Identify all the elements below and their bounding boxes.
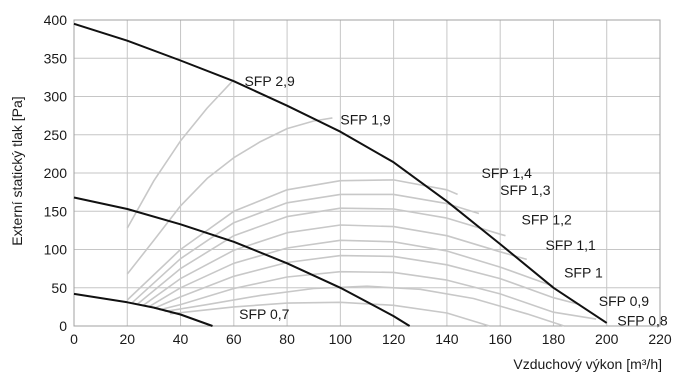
fan-curve-0 [73, 22, 608, 324]
fan-curve-2 [73, 292, 213, 327]
sfp-label-3: SFP 1,3 [500, 182, 551, 198]
sfp-label-5: SFP 1,1 [545, 237, 596, 253]
y-tick-3: 150 [44, 203, 68, 219]
y-axis-label: Externí statický tlak [Pa] [9, 96, 25, 245]
sfp-label-7: SFP 0,9 [599, 293, 650, 309]
sfp-label-1: SFP 1,9 [340, 111, 391, 127]
sfp-label-10: SFP 0,7 [239, 306, 290, 322]
y-tick-labels: 0 50 100 150 200 250 300 350 400 [44, 12, 68, 334]
x-tick-0: 0 [70, 331, 78, 347]
fan-curves [73, 22, 608, 327]
sfp-curve-7 [153, 254, 581, 310]
x-tick-8: 160 [489, 331, 513, 347]
y-tick-7: 350 [44, 50, 68, 66]
y-tick-2: 100 [44, 242, 68, 258]
sfp-curve-6 [148, 239, 554, 308]
y-tick-4: 200 [44, 165, 68, 181]
x-tick-3: 60 [226, 331, 242, 347]
x-tick-labels: 0 20 40 60 80 100 120 140 160 180 200 220 [70, 331, 672, 347]
sfp-label-6: SFP 1 [564, 264, 603, 280]
sfp-curve-8 [159, 270, 597, 320]
x-tick-7: 140 [435, 331, 459, 347]
sfp-label-8: SFP 0,8 [617, 313, 668, 329]
x-tick-2: 40 [173, 331, 189, 347]
sfp-curve-9 [164, 285, 565, 327]
sfp-label-0: SFP 2,9 [244, 73, 295, 89]
sfp-curve-10 [169, 301, 490, 327]
plot-frame [73, 19, 661, 327]
x-tick-1: 20 [119, 331, 135, 347]
sfp-curve-3 [132, 193, 480, 303]
x-tick-6: 120 [382, 331, 406, 347]
y-tick-0: 0 [59, 318, 67, 334]
sfp-label-4: SFP 1,2 [521, 212, 572, 228]
x-axis-label: Vzduchový výkon [m³/h] [513, 356, 662, 372]
sfp-curve-0 [126, 79, 235, 229]
x-tick-4: 80 [279, 331, 295, 347]
sfp-curve-1 [126, 117, 333, 275]
y-tick-6: 300 [44, 89, 68, 105]
fan-curve-1 [73, 196, 411, 327]
sfp-curve-5 [142, 224, 528, 306]
y-tick-1: 50 [51, 280, 67, 296]
x-tick-10: 200 [595, 331, 619, 347]
x-tick-11: 220 [648, 331, 672, 347]
sfp-curves [126, 79, 597, 327]
y-tick-5: 250 [44, 127, 68, 143]
sfp-curve-2 [126, 179, 458, 301]
sfp-curve-4 [137, 207, 506, 305]
sfp-label-2: SFP 1,4 [482, 165, 533, 181]
x-tick-9: 180 [542, 331, 566, 347]
x-tick-5: 100 [329, 331, 353, 347]
y-tick-8: 400 [44, 12, 68, 28]
